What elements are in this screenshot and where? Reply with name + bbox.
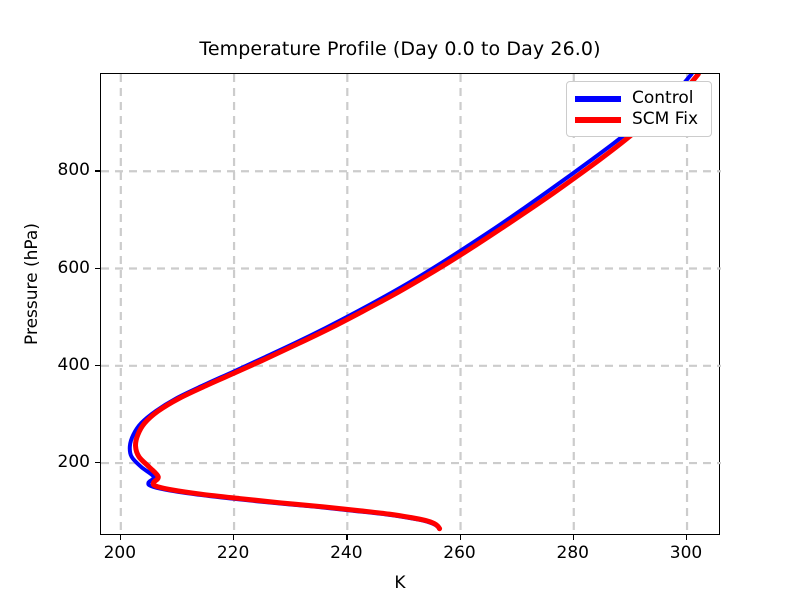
- x-tick-label: 240: [330, 543, 363, 563]
- legend-swatch-scm-fix: [575, 116, 621, 123]
- y-tick-mark: [95, 267, 100, 269]
- y-tick-mark: [95, 364, 100, 367]
- x-tick-mark: [346, 535, 348, 540]
- series-line-control: [127, 74, 694, 531]
- y-tick-label: 400: [57, 354, 90, 375]
- y-axis-label: Pressure (hPa): [22, 223, 42, 345]
- plot-area: [100, 73, 721, 536]
- y-tick-label: 200: [57, 452, 90, 473]
- legend-label-control: Control: [632, 88, 694, 108]
- x-tick-label: 280: [556, 543, 590, 563]
- y-gridlines: [101, 170, 721, 465]
- x-tick-mark: [686, 535, 688, 540]
- legend-item-control: Control: [575, 88, 703, 109]
- plot-svg: [101, 74, 721, 536]
- x-tick-mark: [233, 535, 235, 540]
- x-tick-mark: [119, 535, 122, 540]
- x-tick-label: 220: [216, 543, 250, 563]
- x-gridlines: [119, 74, 689, 536]
- x-axis-label: K: [394, 573, 406, 593]
- y-tick-label: 600: [57, 257, 90, 278]
- x-tick-mark: [572, 535, 575, 540]
- data-series-layer: [127, 74, 701, 532]
- legend-label-scm-fix: SCM Fix: [632, 109, 699, 129]
- x-tick-label: 200: [103, 543, 137, 563]
- x-tick-label: 300: [669, 543, 703, 563]
- y-tick-mark: [95, 462, 100, 464]
- y-tick-mark: [95, 170, 100, 172]
- legend-swatch-control: [575, 95, 621, 102]
- chart-title: Temperature Profile (Day 0.0 to Day 26.0…: [199, 38, 601, 60]
- series-line-scm-fix: [133, 74, 701, 532]
- x-tick-mark: [459, 535, 461, 540]
- x-tick-label: 260: [443, 543, 476, 563]
- legend-item-scm-fix: SCM Fix: [575, 109, 703, 130]
- y-tick-label: 800: [57, 160, 90, 181]
- chart-legend: Control SCM Fix: [566, 81, 712, 137]
